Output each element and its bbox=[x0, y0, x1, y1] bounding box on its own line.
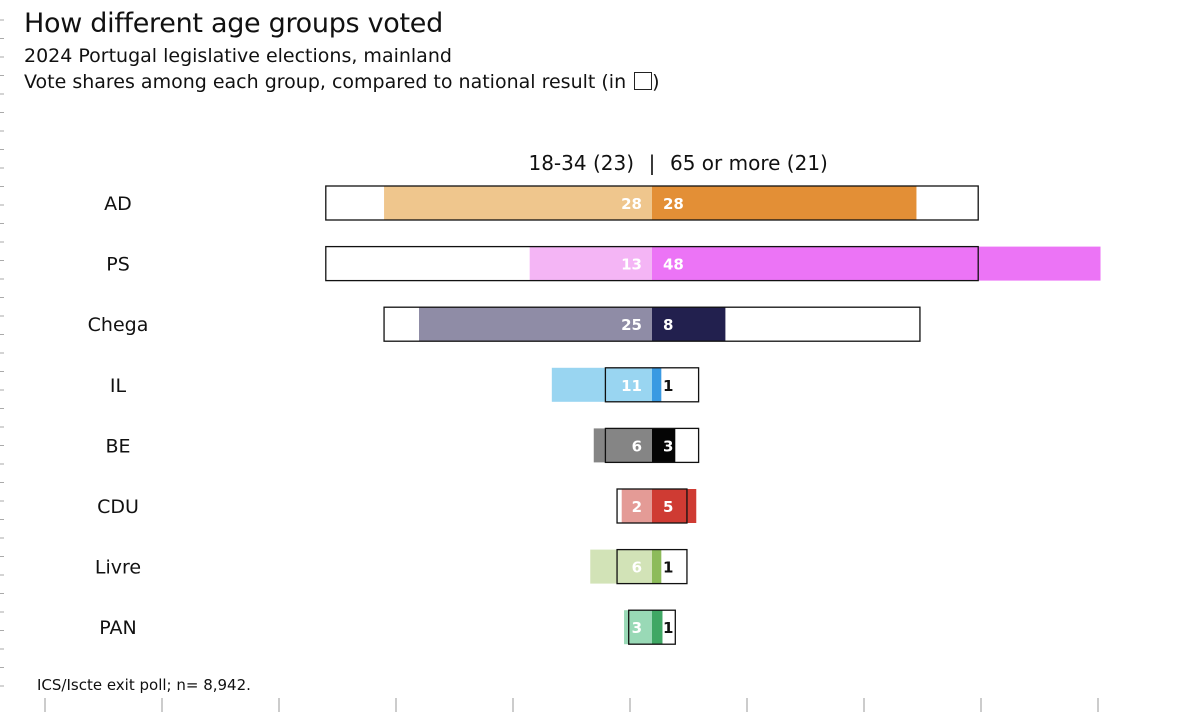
party-label: BE bbox=[105, 435, 130, 457]
value-label-right: 1 bbox=[663, 377, 673, 395]
chart-subtitle: 2024 Portugal legislative elections, mai… bbox=[24, 45, 452, 67]
value-label-left: 11 bbox=[621, 377, 642, 395]
bar-left bbox=[384, 186, 652, 220]
bar-right bbox=[652, 367, 662, 402]
chart-title: How different age groups voted bbox=[24, 8, 443, 39]
national-box bbox=[325, 185, 979, 221]
national-box bbox=[383, 306, 921, 342]
party-label: Chega bbox=[88, 314, 149, 336]
bar-right bbox=[652, 489, 697, 523]
value-label-left: 25 bbox=[621, 316, 642, 334]
value-label-left: 28 bbox=[621, 195, 642, 213]
party-label: AD bbox=[104, 193, 132, 215]
value-label-right: 28 bbox=[663, 195, 684, 213]
header-left-group: 18-34 (23) bbox=[528, 151, 634, 175]
chart-description: Vote shares among each group, compared t… bbox=[24, 71, 660, 93]
value-label-left: 6 bbox=[632, 559, 642, 577]
national-box bbox=[604, 427, 700, 464]
national-box bbox=[325, 245, 979, 282]
value-label-right: 1 bbox=[663, 619, 673, 637]
value-label-right: 48 bbox=[663, 256, 684, 274]
national-box bbox=[604, 367, 700, 403]
value-label-right: 3 bbox=[663, 437, 673, 455]
value-label-right: 1 bbox=[663, 559, 673, 577]
chart-source: ICS/Iscte exit poll; n= 8,942. bbox=[37, 676, 251, 694]
header-right-group: 65 or more (21) bbox=[670, 151, 828, 175]
national-box bbox=[616, 548, 688, 585]
chart-description-close: ) bbox=[652, 71, 660, 93]
value-label-right: 8 bbox=[663, 316, 673, 334]
bar-left bbox=[621, 489, 652, 523]
bar-left bbox=[551, 367, 652, 402]
bar-right bbox=[652, 246, 1101, 281]
bar-right bbox=[652, 307, 726, 342]
party-label: CDU bbox=[97, 496, 139, 518]
bar-right bbox=[652, 610, 663, 645]
chart-description-text: Vote shares among each group, compared t… bbox=[24, 71, 627, 93]
value-label-left: 2 bbox=[632, 498, 642, 516]
national-box bbox=[628, 609, 676, 645]
party-label: PAN bbox=[99, 617, 136, 639]
bar-right bbox=[652, 549, 662, 584]
bar-right bbox=[652, 428, 676, 463]
national-box bbox=[616, 488, 688, 524]
bar-left bbox=[419, 307, 652, 342]
party-label: IL bbox=[110, 375, 127, 397]
bar-left bbox=[529, 246, 652, 281]
party-label: PS bbox=[106, 254, 130, 276]
party-label: Livre bbox=[95, 557, 141, 579]
bar-left bbox=[593, 428, 652, 463]
value-label-left: 13 bbox=[621, 256, 642, 274]
value-label-right: 5 bbox=[663, 498, 673, 516]
value-label-left: 3 bbox=[632, 619, 642, 637]
value-label-left: 6 bbox=[632, 437, 642, 455]
header-separator: | bbox=[649, 151, 656, 175]
square-outline-icon bbox=[634, 72, 653, 90]
bar-left bbox=[590, 549, 652, 584]
bar-right bbox=[652, 186, 917, 220]
